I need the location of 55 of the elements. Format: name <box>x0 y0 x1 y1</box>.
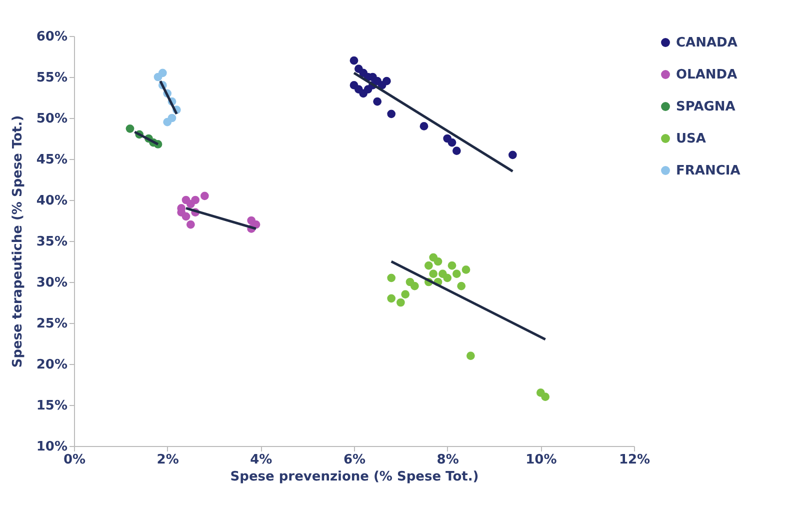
point <box>387 110 396 118</box>
legend-label: OLANDA <box>676 68 738 82</box>
point <box>452 270 461 278</box>
point <box>387 274 396 282</box>
legend-label: CANADA <box>676 36 738 50</box>
y-tick-label: 35% <box>36 234 68 250</box>
point <box>420 122 428 130</box>
x-tick-label: 4% <box>250 452 272 468</box>
point <box>466 352 475 360</box>
point <box>429 270 438 278</box>
point <box>452 146 461 155</box>
y-tick-label: 40% <box>36 194 68 208</box>
point <box>186 220 195 229</box>
x-tick-label: 8% <box>436 452 459 468</box>
point <box>448 138 456 147</box>
point <box>350 56 358 65</box>
legend-label: FRANCIA <box>676 164 740 178</box>
point <box>387 294 396 303</box>
point <box>396 298 405 307</box>
point <box>406 278 414 286</box>
y-tick-label: 15% <box>36 398 68 414</box>
point <box>424 261 433 270</box>
point <box>541 392 550 401</box>
y-tick-label: 20% <box>36 358 68 372</box>
y-tick-label: 60% <box>36 30 68 44</box>
point <box>182 212 190 221</box>
point <box>508 150 517 160</box>
y-tick-label: 55% <box>36 70 68 86</box>
y-tick-label: 10% <box>36 440 68 454</box>
point <box>401 290 410 298</box>
point <box>434 257 442 266</box>
y-axis-title: Spese terapeutiche (% Spese Tot.) <box>10 115 26 368</box>
x-tick-label: 6% <box>343 452 366 468</box>
point <box>191 196 200 204</box>
legend-label: USA <box>676 132 706 146</box>
point <box>163 118 172 126</box>
point <box>200 192 209 200</box>
point <box>457 282 466 290</box>
legend-label: SPAGNA <box>676 100 736 114</box>
y-tick-label: 30% <box>36 276 68 290</box>
x-tick-label: 2% <box>156 452 179 468</box>
point <box>448 261 456 270</box>
x-tick-label: 10% <box>526 452 557 468</box>
y-tick-label: 50% <box>36 112 68 126</box>
x-axis-title: Spese prevenzione (% Spese Tot.) <box>230 470 479 484</box>
y-tick-label: 25% <box>36 316 68 332</box>
point <box>373 97 382 106</box>
point <box>382 76 391 86</box>
y-tick-label: 45% <box>36 152 68 168</box>
x-tick-label: 0% <box>63 452 86 468</box>
point <box>462 266 470 274</box>
point <box>443 274 452 282</box>
x-tick-label: 12% <box>618 452 650 468</box>
point <box>158 68 167 78</box>
point <box>126 124 134 133</box>
